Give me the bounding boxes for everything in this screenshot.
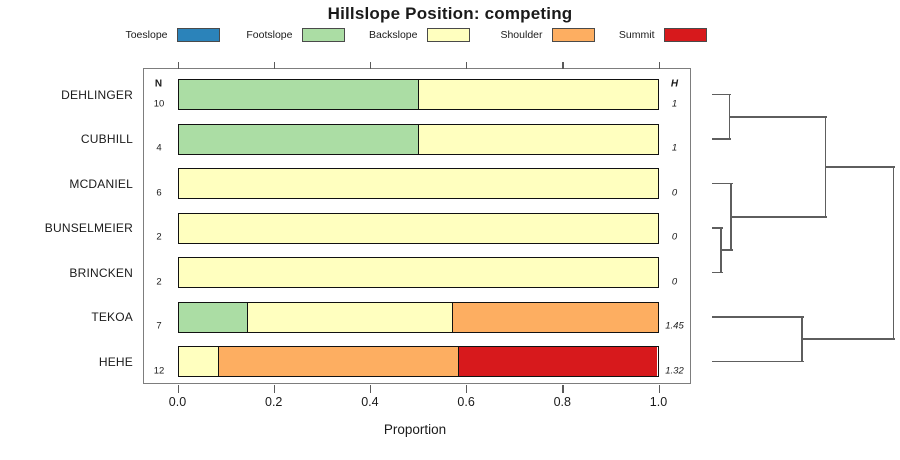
legend-item-summit: Summit xyxy=(484,27,707,43)
row-label: BUNSELMEIER xyxy=(44,221,133,235)
x-axis-bottom-tick xyxy=(273,384,275,393)
h-value: 1 xyxy=(671,98,678,109)
legend-item-label: Summit xyxy=(618,29,655,41)
dendrogram-segment xyxy=(712,138,732,140)
h-value: 1 xyxy=(671,142,678,154)
stacked-bar xyxy=(177,168,659,199)
x-axis-tick-label: 1.0 xyxy=(649,395,668,409)
chart-title: Hillslope Position: competing xyxy=(327,4,573,23)
bar-segment-summit xyxy=(457,347,658,376)
bar-segment-footslope xyxy=(178,124,418,154)
n-column-header: N xyxy=(154,78,163,90)
dendrogram-segment xyxy=(801,338,895,341)
dendrogram-segment xyxy=(730,183,732,251)
row-label: TEKOA xyxy=(91,310,133,324)
x-axis-top-tick xyxy=(562,61,564,69)
n-value: 2 xyxy=(156,231,162,243)
h-value: 1.32 xyxy=(665,365,684,376)
stacked-bar xyxy=(177,212,659,244)
stacked-bar xyxy=(177,301,659,333)
bar-segment-backslope xyxy=(418,80,658,109)
legend-item-label: Backslope xyxy=(369,29,418,41)
summit-swatch-icon xyxy=(663,28,707,42)
x-axis-tick-label: 0.4 xyxy=(361,395,379,409)
h-value: 0 xyxy=(671,231,678,243)
bar-segment-backslope xyxy=(178,213,658,243)
h-value: 1.45 xyxy=(665,320,684,332)
dendrogram-segment xyxy=(712,360,804,363)
x-axis-bottom-tick xyxy=(466,384,468,393)
dendrogram-segment xyxy=(892,166,895,340)
dendrogram-segment xyxy=(712,271,723,274)
bar-segment-backslope xyxy=(246,302,453,332)
x-axis-label: Proportion xyxy=(383,422,447,437)
legend-item-shoulder: Shoulder xyxy=(372,27,595,43)
bar-segment-shoulder xyxy=(218,347,458,376)
x-axis-tick-label: 0.6 xyxy=(457,395,475,409)
legend-item-label: Toeslope xyxy=(125,29,168,41)
dendrogram-segment xyxy=(712,93,732,96)
x-axis-tick-label: 0.0 xyxy=(168,395,187,409)
x-axis-top-tick xyxy=(177,61,179,69)
x-axis-top-tick xyxy=(369,61,372,69)
row-label: CUBHILL xyxy=(80,132,133,146)
bar-segment-backslope xyxy=(418,124,658,154)
stacked-bar xyxy=(177,346,659,377)
x-axis-tick-label: 0.8 xyxy=(553,395,571,409)
x-axis-top-tick xyxy=(658,61,660,69)
n-value: 2 xyxy=(156,276,162,287)
dendrogram-segment xyxy=(729,115,828,118)
backslope-swatch-icon xyxy=(426,28,470,42)
bar-segment-backslope xyxy=(178,347,219,376)
bar-segment-footslope xyxy=(178,302,247,332)
bar-segment-footslope xyxy=(178,80,418,109)
x-axis-bottom-tick xyxy=(562,384,564,393)
n-value: 7 xyxy=(156,320,162,332)
legend-item-backslope: Backslope xyxy=(247,27,470,43)
row-label: MCDANIEL xyxy=(69,176,133,191)
dendrogram-segment xyxy=(712,316,804,318)
bar-segment-shoulder xyxy=(452,302,658,332)
stacked-bar xyxy=(177,123,659,155)
dendrogram-segment xyxy=(712,182,733,185)
bar-segment-backslope xyxy=(178,169,658,198)
x-axis-top-tick xyxy=(466,61,468,69)
h-column-header: H xyxy=(670,78,679,90)
bar-segment-backslope xyxy=(178,258,658,287)
h-value: 0 xyxy=(671,276,678,287)
x-axis-bottom-tick xyxy=(369,384,372,393)
x-axis-bottom-tick xyxy=(177,384,179,393)
stacked-bar xyxy=(177,79,659,110)
row-label: HEHE xyxy=(98,354,133,369)
x-axis-bottom-tick xyxy=(658,384,660,393)
shoulder-swatch-icon xyxy=(551,28,595,42)
legend-item-label: Shoulder xyxy=(500,29,543,41)
n-value: 10 xyxy=(153,98,165,109)
plot-frame xyxy=(143,68,691,384)
x-axis-top-tick xyxy=(273,61,275,69)
n-value: 12 xyxy=(153,365,165,376)
dendrogram-segment xyxy=(712,227,723,229)
legend-item-toeslope: Toeslope xyxy=(0,27,220,43)
row-label: DEHLINGER xyxy=(61,87,133,102)
n-value: 6 xyxy=(156,187,162,198)
h-value: 0 xyxy=(671,187,678,198)
dendrogram-segment xyxy=(731,216,828,218)
toeslope-swatch-icon xyxy=(176,28,220,42)
x-axis-tick-label: 0.2 xyxy=(264,395,283,409)
row-label: BRINCKEN xyxy=(69,265,133,280)
legend-item-label: Footslope xyxy=(246,29,293,41)
n-value: 4 xyxy=(156,142,162,154)
footslope-swatch-icon xyxy=(301,28,345,42)
legend-item-footslope: Footslope xyxy=(122,27,345,43)
dendrogram-segment xyxy=(720,249,733,252)
stacked-bar xyxy=(177,257,659,288)
dendrogram-segment xyxy=(825,166,895,168)
